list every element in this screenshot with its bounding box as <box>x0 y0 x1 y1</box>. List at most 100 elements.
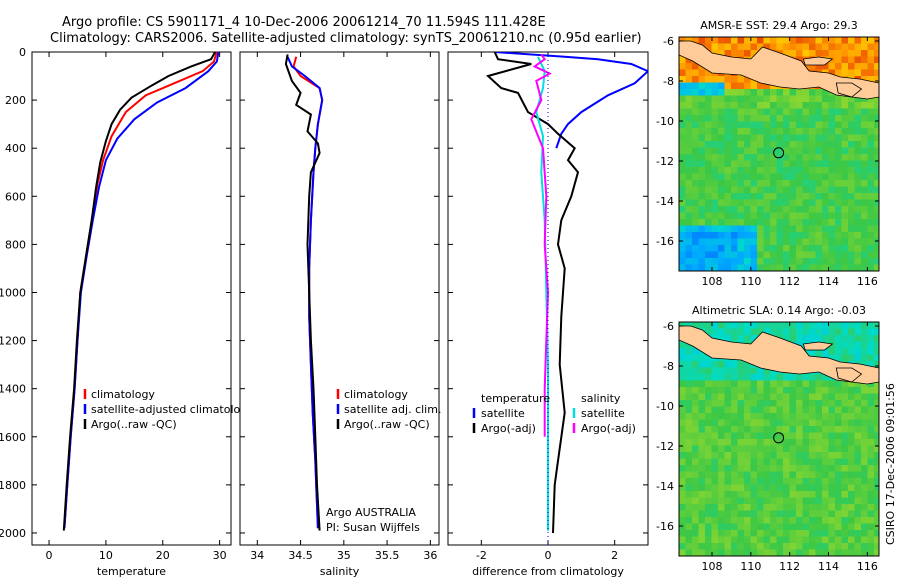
temperature-ytick-label: 1600 <box>0 431 26 444</box>
sst-map-cell <box>809 212 816 220</box>
sst-map-cell <box>822 154 829 161</box>
sla-map-cell <box>848 354 855 362</box>
sla-map-cell <box>867 543 875 550</box>
sst-map-cell <box>848 43 855 51</box>
sla-map-cell <box>776 406 784 414</box>
sst-map-cell <box>783 128 790 135</box>
sla-map-cell <box>828 322 836 329</box>
sst-map-cell <box>848 69 855 77</box>
sst-map-cell <box>867 258 875 265</box>
sla-map-cell <box>679 374 686 381</box>
sst-map-cell <box>854 43 862 51</box>
sst-map-cell <box>763 258 771 265</box>
sla-map-cell <box>757 458 764 466</box>
sla-map-cell <box>744 387 751 394</box>
sla-map-cell <box>835 335 842 342</box>
sst-map-cell <box>763 180 771 187</box>
sst-map-cell <box>802 95 810 103</box>
sla-map-cell <box>822 335 829 342</box>
sst-map-cell <box>731 154 738 161</box>
sst-map-cell <box>744 232 751 239</box>
sst-map-cell <box>750 245 758 252</box>
sla-map-cell <box>685 426 693 433</box>
sla-map-cell <box>841 341 849 349</box>
sst-map-cell <box>724 82 732 90</box>
sst-map-cell <box>867 69 875 77</box>
sst-map-cell <box>731 232 738 239</box>
sst-map-cell <box>861 167 868 174</box>
sst-map-cell <box>737 258 745 265</box>
sla-map-cell <box>744 419 751 427</box>
sla-map-cell <box>854 530 862 537</box>
sla-map-cell <box>685 465 693 472</box>
sla-map-cell <box>854 510 862 518</box>
sst-map-cell <box>861 264 868 271</box>
sla-map-cell <box>685 484 693 492</box>
sla-map-cell <box>737 426 745 433</box>
sst-map-cell <box>815 128 823 135</box>
sst-map-cell <box>867 219 875 226</box>
sla-map-cell <box>835 387 842 394</box>
sla-map-cell <box>867 439 875 446</box>
sst-map-cell <box>802 160 810 168</box>
sst-map-cell <box>679 128 686 135</box>
sla-map-cell <box>744 478 751 485</box>
sst-map-cell <box>757 264 764 271</box>
sla-map-cell <box>744 543 751 550</box>
sst-map-cell <box>679 76 686 83</box>
sst-map-cell <box>809 89 816 96</box>
sla-map-cell <box>828 406 836 414</box>
sla-map-cell <box>867 530 875 537</box>
sla-map-cell <box>737 471 745 479</box>
sla-map-cell <box>698 419 706 427</box>
sla-map-cell <box>711 406 719 414</box>
sst-map-cell <box>757 225 764 233</box>
sla-map-cell <box>783 465 790 472</box>
sla-map-cell <box>698 439 706 446</box>
sla-map-cell <box>867 445 875 453</box>
sla-map-cell <box>841 354 849 362</box>
sst-map-cell <box>828 173 836 181</box>
sst-map-cell <box>802 115 810 122</box>
sst-map-cell <box>718 115 725 122</box>
sst-map-cell <box>705 193 712 200</box>
sst-map-cell <box>822 102 829 109</box>
sst-map-cell <box>809 167 816 174</box>
difference-series-0 <box>494 52 648 149</box>
sla-map-cell <box>757 439 764 446</box>
sla-map-cell <box>848 387 855 394</box>
sst-map-land-bali <box>835 82 863 98</box>
sla-map-cell <box>809 426 816 433</box>
sla-map-cell <box>757 445 764 453</box>
sla-map-cell <box>783 380 790 388</box>
sst-map-cell <box>711 102 719 109</box>
sla-map-cell <box>698 354 706 362</box>
sla-map-cell <box>737 452 745 459</box>
sla-map-cell <box>724 367 732 375</box>
sst-map-cell <box>757 173 764 181</box>
sst-map-cell <box>770 95 777 103</box>
sst-map-cell <box>854 154 862 161</box>
sla-map-cell <box>724 491 732 498</box>
sla-map-cell <box>783 484 790 492</box>
sla-map-cell <box>692 458 699 466</box>
sla-map-cell <box>692 465 699 472</box>
sst-map-cell <box>809 238 816 246</box>
sst-map-cell <box>763 147 771 155</box>
sla-map-cell <box>874 439 879 446</box>
sst-map-cell <box>763 121 771 129</box>
sla-map-cell <box>789 543 797 550</box>
sla-map-cell <box>848 439 855 446</box>
sst-map-cell <box>789 212 797 220</box>
sla-map-cell <box>776 432 784 440</box>
sst-map-cell <box>861 212 868 220</box>
sla-map-cell <box>724 413 732 420</box>
sst-map-cell <box>692 95 699 103</box>
sst-map-cell <box>854 141 862 148</box>
sst-map-cell <box>763 160 771 168</box>
difference-series-3 <box>530 53 552 437</box>
sla-map-cell <box>861 458 868 466</box>
sla-map-cell <box>770 504 777 511</box>
sst-map-cell <box>750 108 758 116</box>
sla-map-cell <box>705 504 712 511</box>
